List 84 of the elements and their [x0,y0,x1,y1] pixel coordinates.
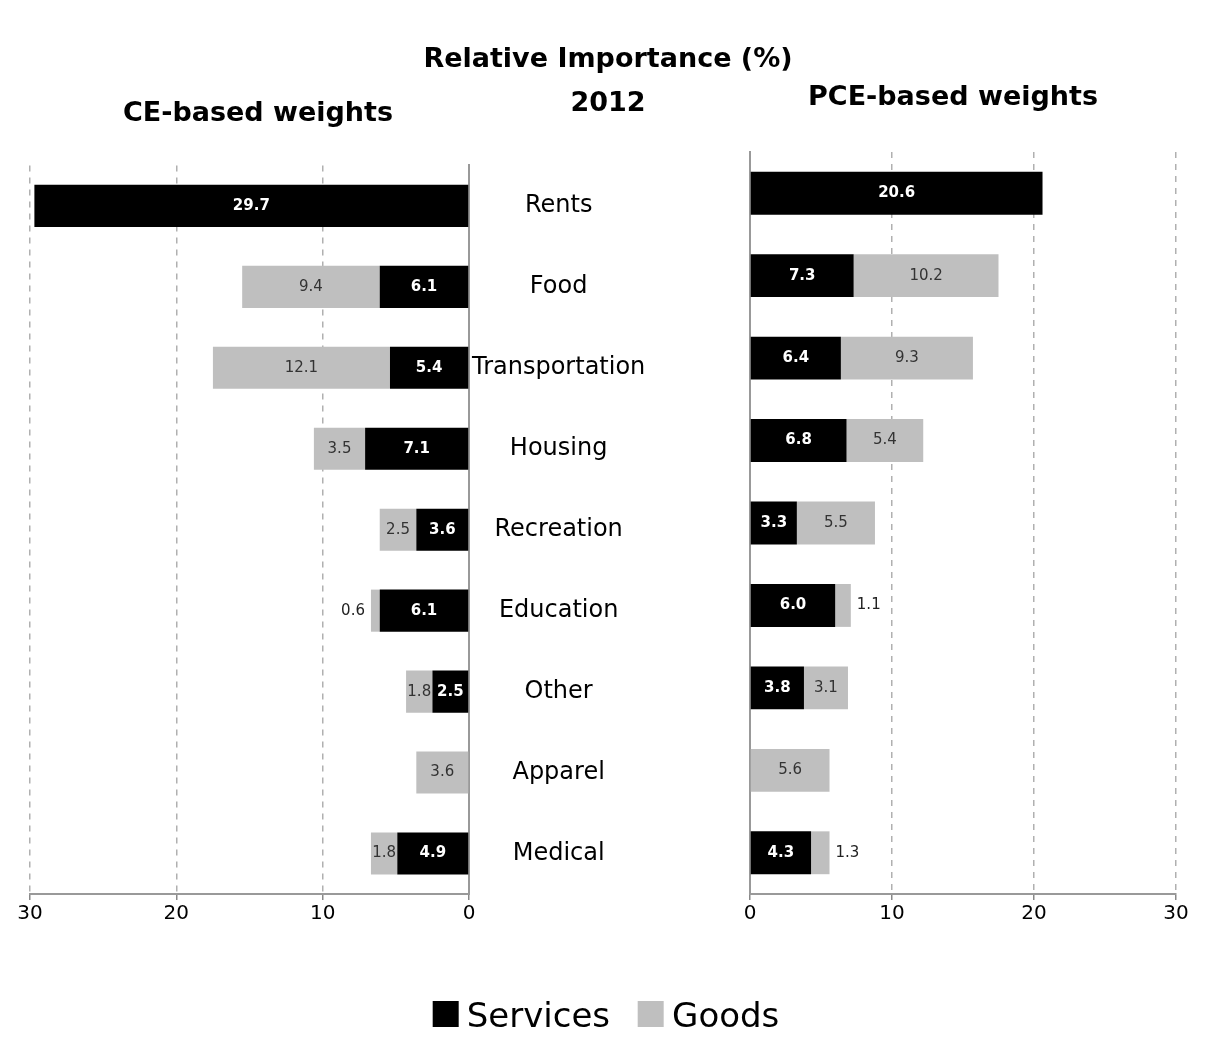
bar [212,346,390,389]
x-tick-label: 20 [163,900,190,925]
bar [750,666,804,710]
bar [853,254,999,298]
data-label: 3.6 [429,519,456,538]
bar [379,265,469,308]
y-tick-label: Recreation [494,513,623,542]
bar [811,831,830,875]
data-label: 4.3 [767,842,795,861]
x-tick-label: 0 [743,900,757,925]
bar [796,501,875,545]
x-tick-label: 10 [879,900,905,925]
x-tick-label: 0 [462,900,476,925]
x-tick-label: 10 [309,900,336,925]
data-label: 1.1 [856,595,881,614]
data-label: 4.9 [419,843,447,862]
bar [840,336,973,380]
data-label: 5.5 [823,512,848,531]
y-tick-label: Education [498,594,619,623]
data-label: 9.3 [894,348,919,366]
data-label: 29.7 [232,195,270,214]
bar [750,336,841,380]
bar [803,666,848,710]
data-label: 6.1 [410,276,438,295]
bar [835,584,851,627]
bar [242,265,380,308]
bar [750,419,847,462]
legend-label: Goods [672,995,780,1035]
data-label: 3.3 [760,512,788,531]
text: Relative Importance (%) [423,41,793,75]
data-label: 0.6 [341,600,365,619]
bar [313,427,366,470]
bar [416,751,469,794]
y-tick-label: Housing [509,432,608,461]
x-tick-label: 30 [1163,900,1189,925]
y-tick-label: Medical [512,837,605,866]
y-tick-label: Apparel [512,756,605,785]
data-label: 3.5 [327,438,352,457]
bar [750,748,830,792]
data-label: 6.4 [782,348,810,366]
data-label: 20.6 [878,183,916,202]
data-label: 5.4 [872,430,897,449]
data-label: 2.5 [386,519,410,538]
data-label: 7.3 [788,265,816,284]
data-label: 1.8 [372,843,397,862]
data-label: 3.1 [814,677,838,696]
bar [750,171,1043,215]
bar [379,589,469,632]
bar [379,508,417,551]
data-label: 5.6 [778,760,803,779]
data-label: 1.8 [407,681,432,700]
bar [750,254,854,298]
data-label: 6.8 [785,430,812,449]
y-tick-label: Food [529,271,588,300]
bar [750,831,812,875]
data-label: 3.6 [430,762,455,781]
y-tick-label: Rents [524,190,593,219]
data-label: 5.4 [415,357,443,376]
bar [370,832,398,875]
bar [34,184,469,227]
bar [846,419,924,462]
data-label: 3.8 [764,677,791,696]
y-tick-label: Other [524,675,593,704]
bar [416,508,469,551]
legend-label: Services [466,995,611,1035]
y-tick-label: Transportation [471,352,646,381]
bar [370,589,380,632]
data-label: 1.3 [835,842,860,861]
text: 2012 [569,85,647,119]
data-label: 2.5 [437,681,464,700]
data-label: 7.1 [403,438,430,457]
data-label: 6.1 [410,600,438,619]
bar [389,346,469,389]
bar [365,427,469,470]
data-label: 10.2 [909,265,943,284]
x-tick-label: 30 [17,900,43,925]
data-label: 12.1 [284,357,319,376]
data-label: 9.4 [299,276,323,295]
x-tick-label: 20 [1021,900,1047,925]
chart-title: PCE-based weights [808,80,1098,111]
chart-title: CE-based weights [122,96,394,127]
bar [750,584,836,627]
data-label: 6.0 [779,595,807,614]
bar [397,832,469,875]
